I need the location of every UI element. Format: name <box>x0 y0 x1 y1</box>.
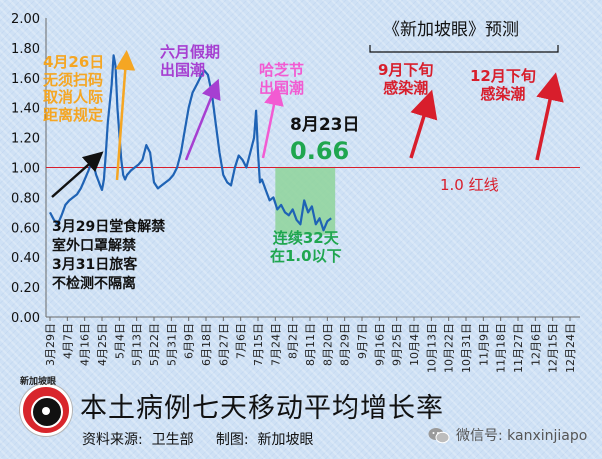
x-tick-label: 5月13日 <box>131 323 144 366</box>
arrow-sep <box>409 89 438 159</box>
annotation-sep-wave: 9月下旬 感染潮 <box>378 61 434 97</box>
annotation-aug23-date: 8月23日 <box>290 115 360 135</box>
x-tick-label: 12月24日 <box>564 323 577 373</box>
x-tick-label: 7月24日 <box>269 323 282 366</box>
logo <box>20 384 72 436</box>
y-tick-label: 0.60 <box>11 221 40 236</box>
y-tick-label: 2.00 <box>11 12 40 27</box>
x-tick-label: 10月13日 <box>425 323 438 373</box>
arrow-hajj <box>261 85 284 159</box>
annotation-streak: 连续32天 在1.0以下 <box>270 229 342 265</box>
y-tick-label: 1.20 <box>11 132 40 147</box>
forecast-bracket <box>369 45 559 53</box>
x-tick-label: 11月27日 <box>512 323 525 373</box>
x-tick-label: 9月16日 <box>373 323 386 366</box>
y-tick-label: 1.80 <box>11 42 40 57</box>
x-tick-label: 9月25日 <box>391 323 404 366</box>
x-tick-label: 4月25日 <box>96 323 109 366</box>
reference-line-label: 1.0 红线 <box>440 176 499 194</box>
arrow-dec <box>535 72 564 161</box>
forecast-title: 《新加坡眼》预测 <box>383 20 519 40</box>
x-tick-label: 3月29日 <box>44 323 57 366</box>
wechat-id: 微信号: kanxinjiapo <box>428 425 587 445</box>
x-tick-label: 12月15日 <box>547 323 560 373</box>
annotation-dec-wave: 12月下旬 感染潮 <box>470 67 536 103</box>
arrow-june <box>184 78 221 161</box>
y-tick-label: 1.00 <box>11 162 40 177</box>
annotation-march-notes: 3月29日堂食解禁 室外口罩解禁 3月31日旅客 不检测不隔离 <box>52 219 166 292</box>
y-tick-label: 1.60 <box>11 72 40 87</box>
x-tick-label: 8月2日 <box>287 323 300 359</box>
x-tick-label: 11月9日 <box>477 323 490 366</box>
x-tick-label: 5月31日 <box>165 323 178 366</box>
annotation-hajj: 哈芝节 出国潮 <box>259 61 305 97</box>
y-tick-label: 0.20 <box>11 281 40 296</box>
x-tick-label: 9月7日 <box>356 323 369 359</box>
x-tick-label: 4月16日 <box>79 323 92 366</box>
series-path <box>49 54 332 232</box>
x-tick-label: 8月11日 <box>304 323 317 366</box>
arrow-march <box>51 151 104 198</box>
y-tick-label: 0.00 <box>11 311 40 326</box>
source-credit: 资料来源: 卫生部 制图: 新加坡眼 <box>82 432 314 448</box>
x-axis: 3月29日 4月7日 4月16日 4月25日 5月4日 5月13日 5月22日 5月31日 6月… <box>44 316 580 373</box>
x-tick-label: 6月18日 <box>200 323 213 366</box>
series-line <box>49 54 332 232</box>
wechat-icon <box>428 427 450 443</box>
x-tick-label: 4月7日 <box>61 323 74 359</box>
x-tick-label: 8月29日 <box>339 323 352 366</box>
x-tick-label: 10月4日 <box>408 323 421 366</box>
x-tick-label: 7月6日 <box>235 323 248 359</box>
y-axis: 0.00 0.20 0.40 0.60 0.80 1.00 1.20 1.40 1.60 1.80… <box>11 12 47 326</box>
footer: 新加坡眼 本土病例七天移动平均增长率 资料来源: 卫生部 制图: 新加坡眼 微信… <box>0 376 602 459</box>
annotation-june-holiday: 六月假期 出国潮 <box>160 43 221 79</box>
y-tick-label: 1.40 <box>11 102 40 117</box>
x-tick-label: 5月4日 <box>113 323 126 359</box>
arrow-apr26 <box>115 50 136 181</box>
growth-rate-chart: 0.00 0.20 0.40 0.60 0.80 1.00 1.20 1.40 1.60 1.80… <box>11 12 580 373</box>
eye-icon <box>31 396 63 428</box>
x-tick-label: 11月18日 <box>495 323 508 373</box>
logo-text: 新加坡眼 <box>20 377 57 387</box>
x-tick-label: 7月15日 <box>252 323 265 366</box>
x-tick-label: 5月22日 <box>148 323 161 366</box>
x-tick-label: 8月20日 <box>321 323 334 366</box>
wechat-text: 微信号: kanxinjiapo <box>456 428 588 444</box>
annotation-aug23-value: 0.66 <box>290 137 350 165</box>
x-tick-label: 6月27日 <box>217 323 230 366</box>
x-tick-label: 6月9日 <box>183 323 196 359</box>
x-tick-label: 12月6日 <box>529 323 542 366</box>
y-tick-label: 0.80 <box>11 191 40 206</box>
annotation-arrows <box>51 45 564 198</box>
x-tick-label: 10月22日 <box>443 323 456 373</box>
annotation-apr26: 4月26日 无须扫码 取消人际 距离规定 <box>43 53 105 125</box>
x-tick-label: 10月31日 <box>460 323 473 373</box>
chart-title: 本土病例七天移动平均增长率 <box>80 393 444 424</box>
y-tick-label: 0.40 <box>11 251 40 266</box>
